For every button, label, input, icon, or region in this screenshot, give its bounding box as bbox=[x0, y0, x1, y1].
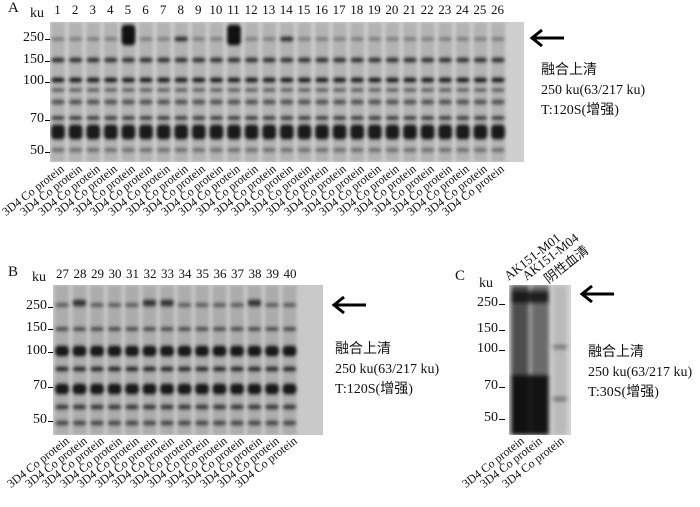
lane-number: 36 bbox=[213, 266, 227, 281]
mw-marker-label: 150 bbox=[23, 52, 44, 67]
mw-tick bbox=[48, 307, 54, 308]
mw-marker-label: 250 bbox=[26, 298, 47, 313]
lane-number: 15 bbox=[297, 2, 311, 17]
mw-tick bbox=[48, 387, 54, 388]
lane-number: 7 bbox=[159, 2, 167, 17]
mw-marker-label: 50 bbox=[484, 410, 498, 425]
mw-tick bbox=[45, 120, 51, 121]
mw-tick bbox=[45, 61, 51, 62]
mw-marker-label: 150 bbox=[477, 321, 498, 336]
lane-number: 10 bbox=[209, 2, 223, 17]
panel-c-annotation-line-3: T:30S(增强) bbox=[588, 385, 659, 400]
mw-marker-label: 70 bbox=[33, 378, 47, 393]
mw-tick bbox=[499, 330, 505, 331]
lane-number: 22 bbox=[420, 2, 434, 17]
panel-c-ku-label: ku bbox=[479, 276, 493, 291]
lane-number: 12 bbox=[244, 2, 258, 17]
panel-b-annotation-line-1: 融合上清 bbox=[335, 342, 391, 357]
panel-b-blot bbox=[53, 285, 323, 435]
mw-tick bbox=[48, 421, 54, 422]
mw-marker-label: 50 bbox=[33, 412, 47, 427]
lane-number: 9 bbox=[195, 2, 202, 17]
panel-a-annotation: 融合上清 250 ku(63/217 ku) T:120S(增强) bbox=[541, 61, 645, 121]
lane-number: 28 bbox=[73, 266, 87, 281]
panel-b-annotation: 融合上清 250 ku(63/217 ku) T:120S(增强) bbox=[335, 340, 439, 400]
lane-number: 31 bbox=[126, 266, 139, 281]
mw-tick bbox=[499, 304, 505, 305]
lane-number: 17 bbox=[332, 2, 346, 17]
panel-b-annotation-line-3: T:120S(增强) bbox=[335, 382, 413, 397]
lane-number: 3 bbox=[89, 2, 96, 17]
lane-number: 23 bbox=[438, 2, 452, 17]
panel-a-annotation-line-3: T:120S(增强) bbox=[541, 103, 619, 118]
lane-number: 18 bbox=[350, 2, 364, 17]
lane-number: 40 bbox=[283, 266, 297, 281]
panel-a-ku-label: ku bbox=[30, 6, 44, 21]
lane-number: 24 bbox=[455, 2, 469, 17]
lane-number: 14 bbox=[279, 2, 293, 17]
mw-marker-label: 150 bbox=[26, 320, 47, 335]
panel-a-annotation-line-1: 融合上清 bbox=[541, 63, 597, 78]
lane-number: 6 bbox=[142, 2, 149, 17]
mw-marker-label: 100 bbox=[26, 343, 47, 358]
mw-tick bbox=[45, 152, 51, 153]
mw-tick bbox=[499, 387, 505, 388]
panel-c-annotation-line-1: 融合上清 bbox=[588, 345, 644, 360]
lane-number: 16 bbox=[315, 2, 328, 17]
lane-number: 8 bbox=[177, 2, 184, 17]
panel-c-arrow-icon bbox=[576, 284, 616, 309]
mw-marker-label: 70 bbox=[30, 111, 44, 126]
lane-number: 1 bbox=[54, 2, 61, 17]
lane-number: 35 bbox=[196, 266, 209, 281]
lane-number: 11 bbox=[227, 2, 240, 17]
mw-tick bbox=[499, 350, 505, 351]
lane-number: 26 bbox=[491, 2, 504, 17]
panel-c-letter: C bbox=[455, 268, 466, 284]
panel-a-annotation-line-2: 250 ku(63/217 ku) bbox=[541, 83, 646, 98]
lane-number: 27 bbox=[56, 266, 69, 281]
panel-b-annotation-line-2: 250 ku(63/217 ku) bbox=[335, 362, 440, 377]
mw-marker-label: 250 bbox=[23, 30, 44, 45]
lane-number: 19 bbox=[367, 2, 381, 17]
lane-number: 37 bbox=[231, 266, 244, 281]
panel-c-blot bbox=[509, 285, 571, 435]
lane-number: 39 bbox=[266, 266, 279, 281]
mw-marker-label: 100 bbox=[23, 73, 44, 88]
lane-number: 13 bbox=[262, 2, 276, 17]
lane-number: 29 bbox=[91, 266, 104, 281]
lane-number: 4 bbox=[107, 2, 114, 17]
mw-marker-label: 50 bbox=[30, 143, 44, 158]
lane-number: 25 bbox=[473, 2, 487, 17]
lane-number: 5 bbox=[124, 2, 132, 17]
mw-marker-label: 100 bbox=[477, 341, 498, 356]
lane-number: 38 bbox=[248, 266, 262, 281]
panel-a-letter: A bbox=[8, 0, 19, 16]
lane-number: 20 bbox=[385, 2, 399, 17]
mw-tick bbox=[45, 82, 51, 83]
lane-number: 21 bbox=[403, 2, 416, 17]
mw-tick bbox=[499, 419, 505, 420]
mw-tick bbox=[48, 329, 54, 330]
lane-number: 2 bbox=[71, 2, 79, 17]
panel-b-ku-label: ku bbox=[32, 270, 46, 285]
panel-c-annotation-line-2: 250 ku(63/217 ku) bbox=[588, 365, 693, 380]
lane-number: 30 bbox=[108, 266, 122, 281]
panel-a-blot bbox=[50, 22, 524, 162]
lane-number: 33 bbox=[161, 266, 174, 281]
mw-marker-label: 70 bbox=[484, 378, 498, 393]
mw-marker-label: 250 bbox=[477, 295, 498, 310]
mw-tick bbox=[45, 39, 51, 40]
mw-tick bbox=[48, 352, 54, 353]
panel-c-annotation: 融合上清 250 ku(63/217 ku) T:30S(增强) bbox=[588, 343, 692, 403]
lane-number: 32 bbox=[143, 266, 157, 281]
panel-a-arrow-icon bbox=[526, 28, 566, 53]
panel-b-letter: B bbox=[8, 264, 19, 280]
lane-number: 34 bbox=[178, 266, 192, 281]
panel-b-arrow-icon bbox=[328, 295, 368, 320]
